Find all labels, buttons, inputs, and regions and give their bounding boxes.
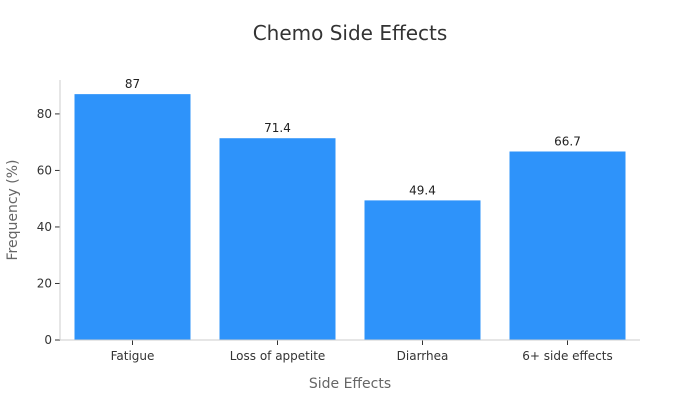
bar-2: [364, 200, 481, 340]
y-axis-title: Frequency (%): [5, 159, 21, 260]
x-tick-label-0: Fatigue: [111, 349, 155, 363]
bar-value-label-0: 87: [125, 77, 140, 91]
bars-layer: [74, 94, 626, 340]
bar-value-label-1: 71.4: [264, 121, 291, 135]
x-tick-label-3: 6+ side effects: [522, 349, 613, 363]
chart-title: Chemo Side Effects: [253, 21, 448, 45]
bar-value-label-3: 66.7: [554, 135, 581, 149]
y-tick-label-2: 40: [37, 220, 52, 234]
x-tick-label-1: Loss of appetite: [230, 349, 326, 363]
bar-1: [219, 138, 336, 340]
x-axis-title: Side Effects: [309, 376, 391, 392]
x-tick-label-2: Diarrhea: [397, 349, 449, 363]
axes-layer: [55, 80, 640, 345]
y-tick-label-3: 60: [37, 163, 52, 177]
y-tick-label-4: 80: [37, 107, 52, 121]
bar-3: [509, 151, 626, 340]
y-tick-label-1: 20: [37, 276, 52, 290]
bar-value-label-2: 49.4: [409, 183, 436, 197]
bar-0: [74, 94, 191, 340]
y-tick-label-0: 0: [44, 333, 52, 347]
labels-layer: 87 Fatigue 71.4 Loss of appetite 49.4 Diarrhe…: [37, 77, 613, 363]
